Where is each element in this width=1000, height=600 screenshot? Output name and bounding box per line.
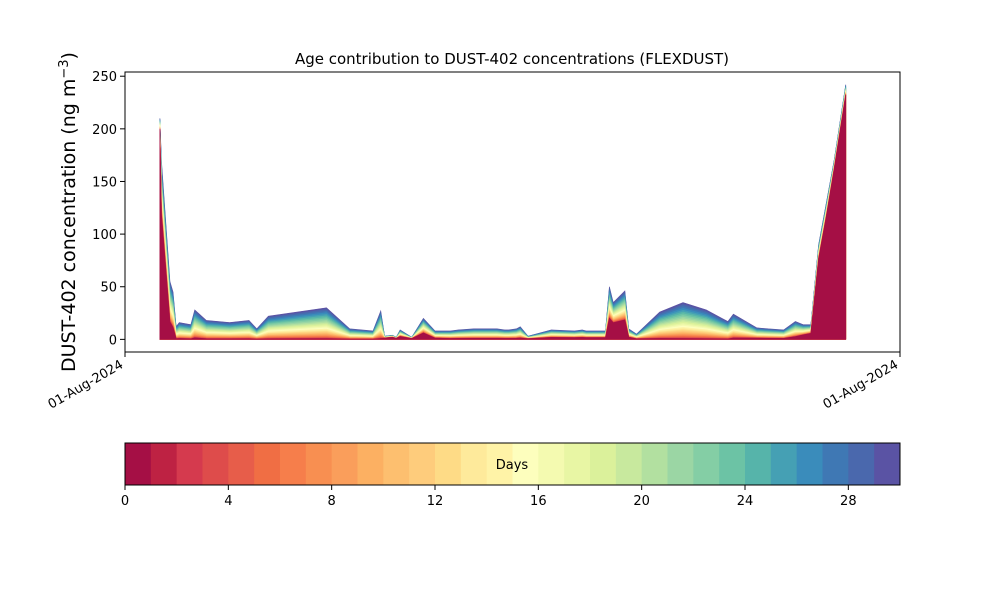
plot-frame bbox=[124, 71, 901, 353]
area-layer-day-26 bbox=[159, 86, 847, 340]
area-layer-day-7 bbox=[159, 93, 847, 340]
colorbar-swatch-20 bbox=[641, 443, 668, 485]
colorbar-swatch-0 bbox=[125, 443, 152, 485]
colorbar-swatch-16 bbox=[538, 443, 565, 485]
colorbar-swatch-7 bbox=[305, 443, 333, 485]
area-layer-day-9 bbox=[159, 93, 847, 340]
area-layer-day-2 bbox=[159, 94, 847, 340]
chart-title: Age contribution to DUST-402 concentrati… bbox=[295, 50, 729, 68]
colorbar-tick-label-1: 4 bbox=[224, 494, 232, 509]
area-layer-day-22 bbox=[159, 88, 847, 340]
area-layer-day-4 bbox=[159, 94, 847, 340]
colorbar-swatch-26 bbox=[796, 443, 823, 485]
colorbar-swatch-10 bbox=[383, 443, 410, 485]
area-layer-day-1 bbox=[159, 94, 847, 340]
colorbar-swatch-24 bbox=[745, 443, 772, 485]
y-tick-label-1: 50 bbox=[100, 281, 117, 296]
y-axis-label-close: ) bbox=[58, 52, 80, 59]
colorbar-swatch-3 bbox=[202, 443, 229, 485]
colorbar-swatch-25 bbox=[770, 443, 798, 485]
colorbar-swatch-23 bbox=[719, 443, 746, 485]
area-layer-day-11 bbox=[159, 92, 847, 340]
colorbar-tick-label-3: 12 bbox=[427, 494, 444, 509]
area-layer-day-28 bbox=[159, 85, 847, 340]
area-layer-day-5 bbox=[159, 94, 847, 340]
colorbar-tick-label-2: 8 bbox=[328, 494, 336, 509]
colorbar-swatch-27 bbox=[822, 443, 849, 485]
area-layer-day-10 bbox=[159, 92, 847, 340]
colorbar-swatch-15 bbox=[512, 443, 539, 485]
colorbar-swatch-13 bbox=[460, 443, 488, 485]
colorbar-tick-label-4: 16 bbox=[530, 494, 547, 509]
colorbar-swatch-9 bbox=[357, 443, 384, 485]
x-tick-label-right: 01-Aug-2024 bbox=[821, 357, 901, 412]
colorbar-swatch-5 bbox=[254, 443, 281, 485]
y-tick-label-3: 150 bbox=[92, 175, 117, 190]
area-layer-day-3 bbox=[159, 94, 847, 340]
area-layer-day-18 bbox=[159, 90, 847, 340]
area-layer-day-24 bbox=[159, 87, 847, 340]
area-layer-day-0 bbox=[159, 94, 847, 340]
area-layer-day-25 bbox=[159, 86, 847, 340]
colorbar-swatch-4 bbox=[228, 443, 255, 485]
area-layer-day-13 bbox=[159, 91, 847, 340]
colorbar-swatch-21 bbox=[667, 443, 694, 485]
area-layer-day-12 bbox=[159, 92, 847, 340]
y-axis-label-sup: −3 bbox=[57, 59, 72, 78]
colorbar-swatch-22 bbox=[693, 443, 720, 485]
area-layer-day-14 bbox=[159, 91, 847, 340]
area-layer-day-23 bbox=[159, 87, 847, 340]
y-tick-label-2: 100 bbox=[92, 228, 117, 243]
area-layer-day-16 bbox=[159, 90, 847, 340]
area-layer-day-15 bbox=[159, 91, 847, 340]
area-layer-day-8 bbox=[159, 93, 847, 340]
area-layer-day-6 bbox=[159, 93, 847, 340]
colorbar-tick-label-0: 0 bbox=[121, 494, 129, 509]
colorbar-swatch-11 bbox=[409, 443, 436, 485]
colorbar-tick-label-6: 24 bbox=[737, 494, 754, 509]
colorbar-swatch-14 bbox=[486, 443, 513, 485]
area-layer-day-29 bbox=[159, 84, 847, 340]
area-layer-day-21 bbox=[159, 88, 847, 340]
y-axis-label: DUST-402 concentration (ng m−3) bbox=[57, 52, 80, 372]
y-axis-label-main: DUST-402 concentration (ng m bbox=[58, 79, 80, 372]
colorbar-tick-label-5: 20 bbox=[633, 494, 650, 509]
colorbar-swatch-18 bbox=[590, 443, 617, 485]
colorbar-swatch-1 bbox=[150, 443, 178, 485]
colorbar-swatch-19 bbox=[615, 443, 643, 485]
y-tick-label-0: 0 bbox=[109, 333, 117, 348]
colorbar-ticks: 0 4 8 12 16 20 24 28 bbox=[121, 485, 857, 509]
y-tick-label-5: 250 bbox=[92, 70, 117, 85]
colorbar-swatch-12 bbox=[435, 443, 462, 485]
colorbar-swatch-29 bbox=[874, 443, 901, 485]
colorbar-swatch-6 bbox=[280, 443, 307, 485]
colorbar-label: Days bbox=[496, 458, 529, 473]
y-axis-ticks: 0 50 100 150 200 250 bbox=[92, 70, 125, 348]
colorbar-swatch-17 bbox=[564, 443, 591, 485]
area-layer-day-27 bbox=[159, 85, 847, 340]
colorbar-swatch-2 bbox=[176, 443, 203, 485]
area-layer-day-19 bbox=[159, 89, 847, 340]
area-layer-day-17 bbox=[159, 90, 847, 340]
area-layer-day-20 bbox=[159, 89, 847, 340]
stacked-areas bbox=[159, 84, 847, 340]
colorbar bbox=[125, 443, 901, 485]
y-tick-label-4: 200 bbox=[92, 123, 117, 138]
colorbar-swatch-8 bbox=[331, 443, 358, 485]
colorbar-swatch-28 bbox=[848, 443, 875, 485]
colorbar-frame bbox=[124, 442, 901, 486]
colorbar-tick-label-7: 28 bbox=[840, 494, 857, 509]
